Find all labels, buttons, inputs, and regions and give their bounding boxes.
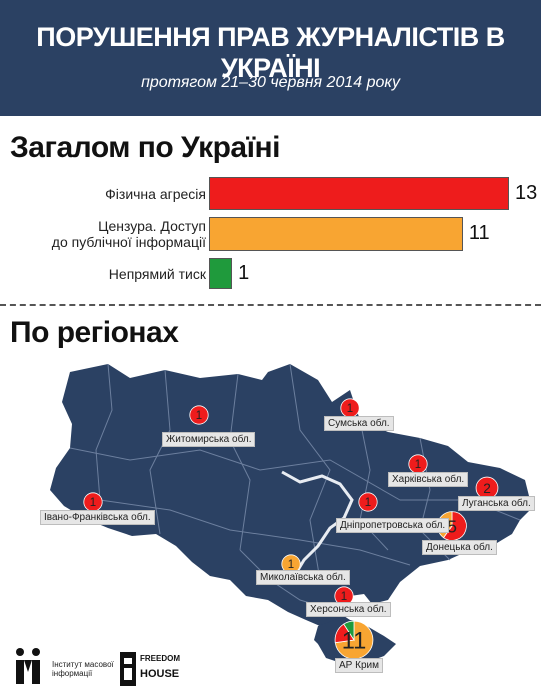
region-marker-9: 11 — [334, 620, 374, 660]
ukraine-map: 1 1 1 2 1 1 5 1 1 11 Житомирська обл. Сумська обл. Х… — [0, 350, 541, 673]
page-subtitle: протягом 21–30 червня 2014 року — [141, 74, 400, 91]
imi-name: Інститут масової інформації — [52, 660, 114, 678]
bar-label-2: Непрямий тиск — [108, 265, 206, 282]
region-label-1: Сумська обл. — [324, 416, 394, 431]
region-label-6: Донецька обл. — [422, 540, 497, 555]
region-label-8: Херсонська обл. — [306, 602, 391, 617]
region-label-7: Миколаївська обл. — [256, 570, 350, 585]
freedom-house-word-2: HOUSE — [140, 668, 180, 680]
region-marker-2: 1 — [408, 454, 428, 474]
region-slice — [189, 405, 209, 425]
region-count: 5 — [447, 516, 457, 536]
region-count: 1 — [365, 497, 371, 509]
region-count: 1 — [288, 559, 294, 571]
region-count: 1 — [196, 410, 202, 422]
region-label-5: Дніпропетровська обл. — [336, 518, 450, 533]
region-count: 1 — [347, 403, 353, 415]
region-slice — [442, 511, 467, 541]
region-marker-4: 1 — [83, 492, 103, 512]
imi-logo — [16, 648, 40, 684]
bar-2 — [209, 258, 233, 289]
region-count: 2 — [483, 481, 491, 496]
regions-section-title: По регіонах — [10, 316, 179, 349]
bar-value-0: 13 — [515, 181, 538, 204]
freedom-house-logo: FREEDOM HOUSE — [118, 650, 180, 688]
page-title: ПОРУШЕННЯ ПРАВ ЖУРНАЛІСТІВ В УКРАЇНІ — [36, 22, 505, 83]
dnipro-river — [281, 470, 354, 581]
region-count: 1 — [341, 591, 347, 603]
region-label-4: Івано-Франківська обл. — [40, 510, 155, 525]
region-label-2: Харківська обл. — [388, 472, 469, 487]
region-label-3: Луганська обл. — [458, 496, 535, 511]
section-divider — [0, 304, 541, 306]
region-slice — [343, 620, 355, 642]
bar-label-0: Фізична агресія — [105, 185, 206, 202]
region-slice — [358, 492, 378, 512]
region-count: 1 — [90, 497, 96, 509]
region-marker-0: 1 — [189, 405, 209, 425]
region-label-0: Житомирська обл. — [162, 432, 256, 447]
region-marker-1: 1 — [340, 398, 360, 418]
freedom-house-emblem — [120, 652, 136, 686]
bar-0 — [209, 177, 509, 210]
region-marker-5: 1 — [358, 492, 378, 512]
bar-1 — [209, 217, 463, 251]
freedom-house-word-1: FREEDOM — [140, 654, 180, 663]
region-count: 1 — [415, 459, 421, 471]
region-label-9: АР Крим — [335, 658, 383, 673]
bar-value-1: 11 — [468, 222, 490, 244]
header-banner: ПОРУШЕННЯ ПРАВ ЖУРНАЛІСТІВ В УКРАЇНІ про… — [0, 0, 541, 116]
region-count: 11 — [342, 629, 367, 655]
bar-value-2: 1 — [238, 261, 250, 284]
bar-label-1: Цензура. Доступ до публічної інформації — [51, 218, 206, 250]
overall-section-title: Загалом по Україні — [10, 131, 281, 164]
region-marker-3: 2 — [475, 476, 499, 500]
